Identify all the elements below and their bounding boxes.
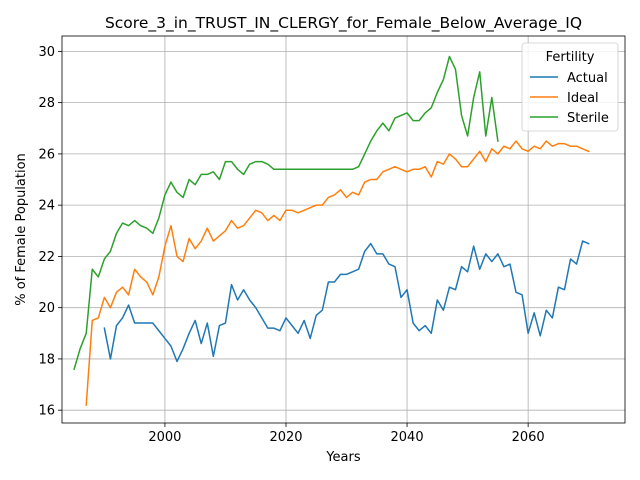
series-lines bbox=[73, 55, 590, 406]
x-tick-label: 2040 bbox=[391, 430, 424, 445]
series-line-sterile bbox=[73, 55, 499, 371]
legend-label-ideal: Ideal bbox=[567, 91, 599, 106]
x-tick-label: 2020 bbox=[269, 430, 302, 445]
y-tick-label: 24 bbox=[38, 199, 55, 214]
chart-title: Score_3_in_TRUST_IN_CLERGY_for_Female_Be… bbox=[105, 14, 582, 33]
y-tick-label: 20 bbox=[38, 301, 55, 316]
legend-label-sterile: Sterile bbox=[567, 111, 609, 126]
y-tick-label: 22 bbox=[38, 250, 55, 265]
y-tick-label: 30 bbox=[38, 45, 55, 60]
y-tick-label: 16 bbox=[38, 404, 55, 419]
plot-frame bbox=[61, 35, 626, 424]
y-tick-label: 28 bbox=[38, 96, 55, 111]
axis-ticks: 2000 2020 2040 2060 16 18 20 22 24 26 28 30 bbox=[38, 45, 544, 445]
y-tick-label: 26 bbox=[38, 147, 55, 162]
legend-label-actual: Actual bbox=[567, 71, 608, 86]
y-axis-label: % of Female Population bbox=[14, 153, 29, 306]
legend: Fertility Actual Ideal Sterile bbox=[521, 42, 619, 132]
series-line-actual bbox=[103, 240, 590, 363]
y-tick-label: 18 bbox=[38, 352, 55, 367]
x-tick-label: 2000 bbox=[148, 430, 181, 445]
x-axis-label: Years bbox=[325, 450, 361, 465]
legend-items: Actual Ideal Sterile bbox=[530, 71, 609, 126]
legend-title: Fertility bbox=[546, 50, 595, 65]
legend-box bbox=[521, 42, 619, 132]
x-tick-label: 2060 bbox=[512, 430, 545, 445]
series-line-ideal bbox=[85, 140, 590, 406]
